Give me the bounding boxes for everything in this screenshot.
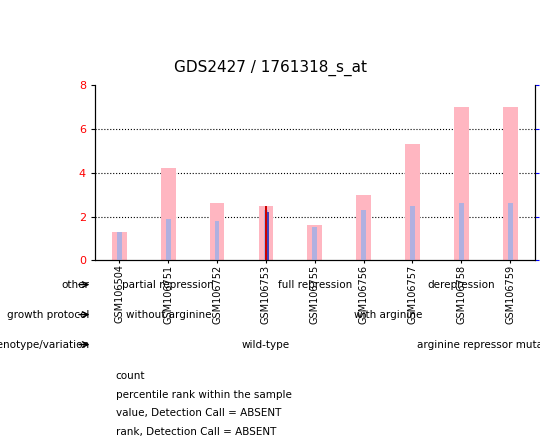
Bar bbox=[313, 227, 317, 260]
Bar bbox=[307, 225, 322, 260]
Bar bbox=[405, 144, 420, 260]
Text: without arginine: without arginine bbox=[125, 309, 211, 320]
Text: count: count bbox=[116, 371, 145, 381]
Bar bbox=[112, 232, 127, 260]
Bar bbox=[264, 210, 268, 260]
Text: with arginine: with arginine bbox=[354, 309, 422, 320]
Bar bbox=[265, 206, 267, 260]
Bar bbox=[161, 168, 176, 260]
Bar bbox=[454, 107, 469, 260]
Bar bbox=[259, 206, 273, 260]
Bar bbox=[215, 221, 219, 260]
Text: value, Detection Call = ABSENT: value, Detection Call = ABSENT bbox=[116, 408, 281, 418]
Text: wild-type: wild-type bbox=[242, 340, 290, 349]
Text: GDS2427 / 1761318_s_at: GDS2427 / 1761318_s_at bbox=[173, 60, 367, 76]
Bar bbox=[410, 206, 415, 260]
Text: partial repression: partial repression bbox=[123, 280, 214, 289]
Text: growth protocol: growth protocol bbox=[7, 309, 90, 320]
Bar bbox=[503, 107, 517, 260]
Text: arginine repressor mutant: arginine repressor mutant bbox=[417, 340, 540, 349]
Text: other: other bbox=[62, 280, 90, 289]
Text: rank, Detection Call = ABSENT: rank, Detection Call = ABSENT bbox=[116, 427, 276, 437]
Bar bbox=[361, 210, 366, 260]
Bar bbox=[166, 219, 171, 260]
Text: full repression: full repression bbox=[278, 280, 352, 289]
Bar bbox=[356, 194, 371, 260]
Text: percentile rank within the sample: percentile rank within the sample bbox=[116, 389, 292, 400]
Bar bbox=[459, 203, 464, 260]
Bar bbox=[267, 212, 268, 260]
Text: derepression: derepression bbox=[428, 280, 495, 289]
Bar bbox=[210, 203, 225, 260]
Text: genotype/variation: genotype/variation bbox=[0, 340, 90, 349]
Bar bbox=[117, 232, 122, 260]
Bar bbox=[508, 203, 512, 260]
